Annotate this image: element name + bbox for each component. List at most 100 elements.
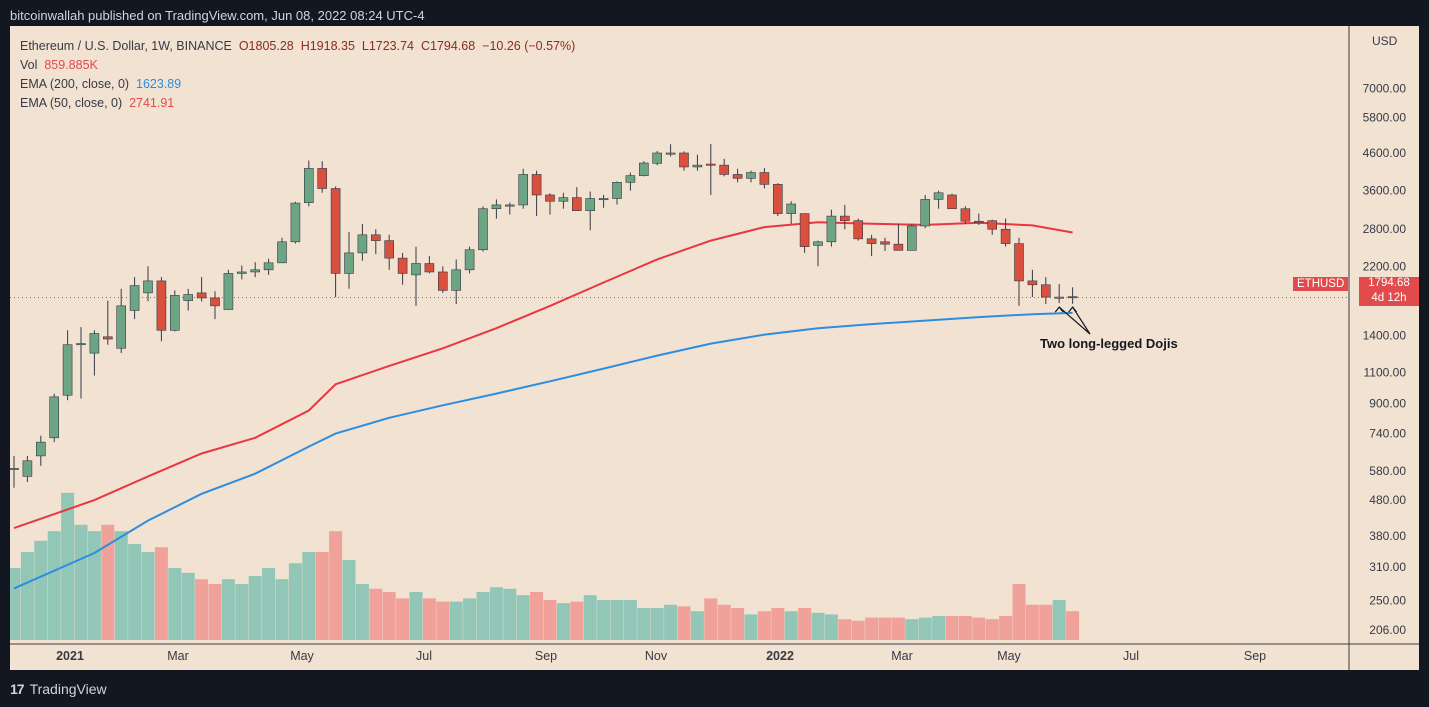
time-tick-label: May	[290, 649, 314, 663]
candle-body	[183, 294, 193, 301]
volume-bar	[61, 492, 75, 640]
candle-body	[35, 441, 46, 457]
tradingview-logo-icon: 17	[10, 681, 25, 697]
volume-bar	[1066, 611, 1080, 640]
price-tick-label: 1400.00	[1363, 329, 1407, 343]
candlestick-chart[interactable]: USD 7000.00 5800.00 4600.00 3600.00 2800.00 22…	[10, 26, 1419, 670]
volume-bar	[516, 595, 530, 640]
annotation-arrowhead	[1054, 306, 1064, 313]
candle-body	[1000, 228, 1011, 244]
candle-body	[317, 168, 328, 189]
ema50-label: EMA (50, close, 0)	[20, 96, 123, 110]
candle-body	[692, 164, 703, 168]
volume-bar	[610, 600, 624, 640]
candle-body	[933, 192, 944, 200]
volume-bar	[677, 606, 691, 640]
price-tick-label: 2200.00	[1363, 259, 1407, 273]
legend-symbol-row: Ethereum / U.S. Dollar, 1W, BINANCE O180…	[20, 37, 575, 56]
candle-body	[826, 215, 837, 243]
published-info: bitcoinwallah published on TradingView.c…	[10, 8, 425, 23]
volume-bar	[275, 579, 289, 640]
candle-body	[62, 344, 73, 396]
annotation-arrowhead	[1068, 306, 1078, 313]
volume-bar	[972, 617, 986, 640]
annotation-arrow	[1058, 306, 1091, 335]
candle-body	[665, 152, 676, 155]
candle-body	[625, 175, 636, 183]
ohlc-low: L1723.74	[361, 39, 415, 53]
volume-bar	[409, 592, 423, 640]
candle-body	[290, 202, 301, 243]
ohlc-change: −10.26 (−0.57%)	[482, 39, 576, 53]
time-tick-label: Mar	[167, 649, 189, 663]
candle-body	[719, 164, 730, 175]
legend-ema50-row: EMA (50, close, 0) 2741.91	[20, 94, 575, 113]
volume-bar	[503, 588, 517, 640]
volume-bar	[757, 611, 771, 640]
candle-body	[866, 238, 877, 244]
candle-body	[705, 163, 716, 166]
footer: 17 TradingView	[10, 681, 107, 697]
candle-body	[451, 269, 462, 291]
volume-bar	[248, 576, 262, 640]
volume-bar	[114, 531, 128, 640]
candle-body	[679, 152, 689, 168]
price-tick-label: 3600.00	[1363, 184, 1407, 198]
volume-bar	[181, 572, 195, 640]
ohlc-close: C1794.68	[420, 39, 476, 53]
vol-value: 859.885K	[44, 58, 98, 72]
countdown-tag: 4d 12h	[1359, 292, 1419, 306]
candle-body	[638, 162, 649, 176]
candle-body	[10, 468, 19, 470]
ohlc-open: O1805.28	[238, 39, 294, 53]
symbol-tag: ETHUSD	[1293, 277, 1349, 291]
candle-body	[772, 184, 783, 214]
chart-frame[interactable]: USD 7000.00 5800.00 4600.00 3600.00 2800.00 22…	[10, 26, 1419, 670]
legend: Ethereum / U.S. Dollar, 1W, BINANCE O180…	[20, 37, 575, 113]
legend-volume-row: Vol 859.885K	[20, 56, 575, 75]
candle-body	[170, 295, 180, 331]
candle-body	[598, 198, 609, 201]
candle-body	[22, 460, 33, 477]
time-tick-label: May	[997, 649, 1021, 663]
ema200-label: EMA (200, close, 0)	[20, 77, 130, 91]
volume-bar	[1039, 604, 1053, 640]
candle-body	[129, 285, 140, 311]
currency-label: USD	[1372, 34, 1398, 48]
ema50-value: 2741.91	[129, 96, 175, 110]
candle-body	[464, 249, 475, 271]
volume-bar	[891, 617, 905, 640]
candle-body	[237, 271, 247, 274]
volume-bar	[824, 614, 838, 640]
ema200-value: 1623.89	[136, 77, 182, 91]
candle-body	[732, 174, 743, 179]
volume-bar	[315, 552, 329, 640]
volume-bar	[87, 531, 101, 640]
price-tick-label: 5800.00	[1363, 110, 1407, 124]
candle-body	[893, 243, 904, 251]
price-tick-label: 250.00	[1369, 593, 1406, 607]
volume-bar	[342, 560, 356, 640]
candle-body	[920, 199, 931, 227]
candle-body	[357, 234, 368, 254]
volume-bar	[463, 598, 477, 640]
candle-body	[880, 241, 890, 245]
volume-bar	[543, 600, 557, 640]
candle-body	[250, 269, 260, 273]
volume-bar	[382, 592, 396, 640]
volume-bar	[329, 531, 343, 640]
candle-body	[344, 252, 354, 274]
volume-bar	[798, 608, 812, 640]
volume-bar	[650, 608, 664, 640]
candle-body	[504, 204, 515, 207]
candle-body	[303, 168, 314, 203]
volume-bar	[583, 595, 597, 640]
volume-bar	[905, 619, 919, 640]
candle-body	[786, 203, 797, 214]
last-price-tag: 1794.68	[1359, 277, 1419, 292]
annotation-label: Two long-legged Dojis	[1040, 336, 1178, 351]
candle-body	[277, 241, 287, 264]
candle-body	[799, 213, 810, 247]
price-tick-label: 206.00	[1369, 623, 1406, 637]
candle-body	[531, 174, 542, 196]
